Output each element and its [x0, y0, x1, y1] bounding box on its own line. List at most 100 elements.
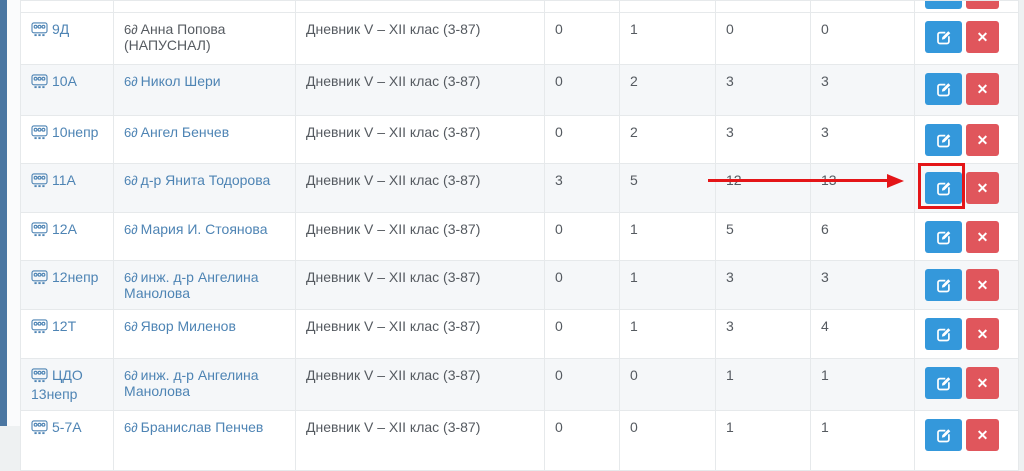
table-row: ЦДО 13непр 6∂ инж. д-р Ангелина Манолова …	[20, 358, 1019, 411]
delete-button[interactable]: ✕	[966, 1, 999, 9]
teacher-icon: 6∂	[124, 319, 138, 334]
page-background-gap	[7, 0, 20, 426]
book-cell: Дневник V – XII клас (3-87)	[295, 260, 545, 310]
teacher-icon: 6∂	[124, 368, 138, 383]
classroom-icon	[31, 270, 48, 288]
teacher-link[interactable]: Мария И. Стоянова	[140, 221, 268, 237]
x-icon: ✕	[976, 276, 989, 293]
stat-value: 0	[544, 212, 620, 261]
teacher-name: Анна Попова (НАПУСНАЛ)	[124, 21, 226, 53]
book-cell: Дневник V – XII клас (3-87)	[295, 163, 545, 213]
class-link[interactable]: 5-7А	[52, 419, 82, 435]
pencil-square-icon	[936, 182, 950, 196]
pencil-square-icon	[936, 134, 950, 148]
teacher-link[interactable]: Бранислав Пенчев	[140, 419, 264, 435]
class-link[interactable]: 9Д	[52, 21, 70, 37]
stat-value: 2	[619, 64, 716, 116]
stat-value: 0	[544, 115, 620, 164]
teacher-cell: 6∂ Ангел Бенчев	[113, 115, 296, 164]
edit-button[interactable]	[925, 419, 962, 451]
stat-value: 0	[619, 358, 716, 411]
classroom-icon	[31, 222, 48, 240]
class-link[interactable]: 10А	[52, 73, 77, 89]
stat-value: 0	[810, 12, 915, 65]
delete-button[interactable]: ✕	[966, 318, 999, 350]
teacher-link[interactable]: Никол Шери	[140, 73, 221, 89]
teacher-cell: 6∂ инж. д-р Ангелина Манолова	[113, 358, 296, 411]
stat-value: 0	[544, 358, 620, 411]
pencil-square-icon	[936, 31, 950, 45]
class-cell: 11А	[20, 163, 114, 213]
class-link[interactable]: 12непр	[52, 269, 99, 285]
edit-button[interactable]	[925, 221, 962, 253]
class-cell: ЦДО 13непр	[20, 358, 114, 411]
class-link[interactable]: 10непр	[52, 124, 99, 140]
actions-cell: ✕	[914, 212, 1019, 261]
class-cell	[20, 0, 114, 13]
stat-value: 3	[715, 115, 811, 164]
actions-cell: ✕	[914, 115, 1019, 164]
x-icon: ✕	[976, 28, 989, 45]
stat-value: 2	[619, 115, 716, 164]
table-row: 10непр 6∂ Ангел Бенчев Дневник V – XII кл…	[20, 115, 1019, 164]
edit-button[interactable]	[925, 124, 962, 156]
teacher-cell	[113, 0, 296, 13]
book-cell: Дневник V – XII клас (3-87)	[295, 410, 545, 471]
teacher-icon: 6∂	[124, 74, 138, 89]
teacher-link[interactable]: Явор Миленов	[140, 318, 236, 334]
class-cell: 10непр	[20, 115, 114, 164]
teacher-link[interactable]: инж. д-р Ангелина Манолова	[124, 367, 259, 399]
stat-value: 1	[619, 12, 716, 65]
classroom-icon	[31, 420, 48, 438]
stat-value: 0	[544, 12, 620, 65]
stat-value: 3	[715, 64, 811, 116]
delete-button[interactable]: ✕	[966, 124, 999, 156]
class-cell: 5-7А	[20, 410, 114, 471]
stat-value: 1	[715, 358, 811, 411]
teacher-icon: 6∂	[124, 125, 138, 140]
teacher-icon: 6∂	[124, 173, 138, 188]
edit-button[interactable]	[925, 1, 962, 9]
book-cell: Дневник V – XII клас (3-87)	[295, 12, 545, 65]
delete-button[interactable]: ✕	[966, 221, 999, 253]
stat-value: 6	[810, 212, 915, 261]
edit-button[interactable]	[925, 269, 962, 301]
book-cell: Дневник V – XII клас (3-87)	[295, 115, 545, 164]
delete-button[interactable]: ✕	[966, 367, 999, 399]
class-link[interactable]: ЦДО 13непр	[31, 367, 83, 402]
stat-value: 1	[715, 410, 811, 471]
table-row: 12А 6∂ Мария И. Стоянова Дневник V – XII …	[20, 212, 1019, 261]
classroom-icon	[31, 173, 48, 191]
edit-button-highlighted[interactable]	[925, 172, 962, 204]
classroom-icon	[31, 319, 48, 337]
class-cell: 12А	[20, 212, 114, 261]
delete-button[interactable]: ✕	[966, 73, 999, 105]
teacher-icon: 6∂	[124, 22, 138, 37]
edit-button[interactable]	[925, 318, 962, 350]
delete-button[interactable]: ✕	[966, 21, 999, 53]
class-link[interactable]: 12А	[52, 221, 77, 237]
teacher-icon: 6∂	[124, 222, 138, 237]
delete-button[interactable]: ✕	[966, 419, 999, 451]
pencil-square-icon	[936, 377, 950, 391]
delete-button[interactable]: ✕	[966, 269, 999, 301]
actions-cell: ✕	[914, 410, 1019, 471]
edit-button[interactable]	[925, 367, 962, 399]
delete-button[interactable]: ✕	[966, 172, 999, 204]
teacher-link[interactable]: инж. д-р Ангелина Манолова	[124, 269, 259, 301]
teacher-cell: 6∂ инж. д-р Ангелина Манолова	[113, 260, 296, 310]
teacher-link[interactable]: д-р Янита Тодорова	[140, 172, 271, 188]
class-link[interactable]: 11А	[52, 172, 76, 188]
actions-cell: ✕	[914, 309, 1019, 359]
classroom-icon	[31, 125, 48, 143]
edit-button[interactable]	[925, 73, 962, 105]
class-link[interactable]: 12Т	[52, 318, 77, 334]
pencil-square-icon	[936, 1, 952, 2]
book-cell: Дневник V – XII клас (3-87)	[295, 309, 545, 359]
teacher-icon: 6∂	[124, 420, 138, 435]
stat-value: 0	[544, 410, 620, 471]
teacher-link[interactable]: Ангел Бенчев	[140, 124, 230, 140]
pencil-square-icon	[936, 429, 950, 443]
stat-value: 1	[619, 212, 716, 261]
edit-button[interactable]	[925, 21, 962, 53]
